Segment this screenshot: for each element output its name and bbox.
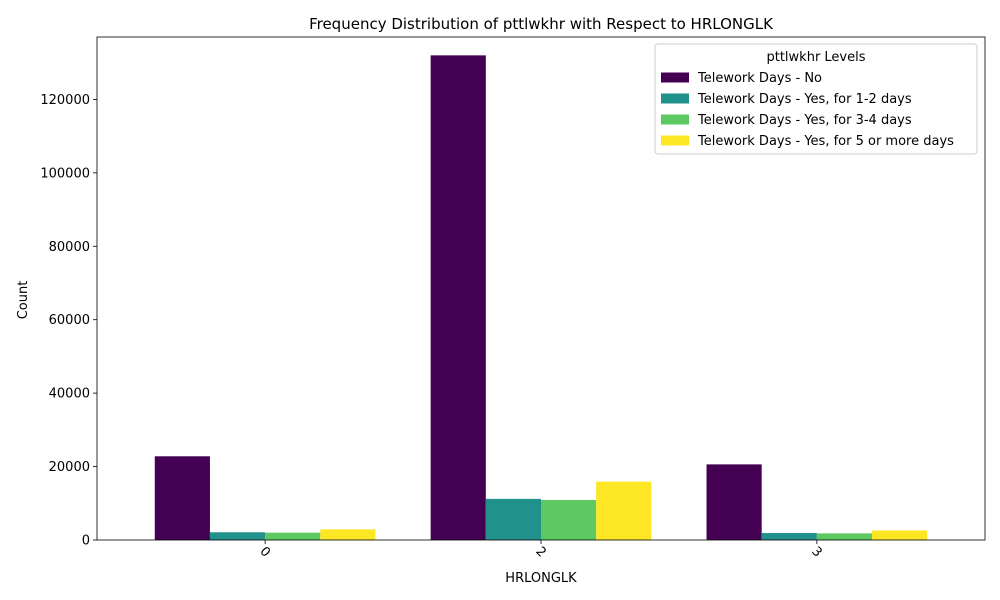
legend-label: Telework Days - Yes, for 5 or more days	[697, 134, 954, 149]
legend-label: Telework Days - Yes, for 1-2 days	[697, 92, 912, 107]
bar-0-series-1	[209, 532, 266, 540]
y-axis: 0 20000 40000 60000 80000 100000 120000	[40, 93, 97, 549]
y-tick-label: 0	[82, 534, 90, 549]
legend-swatch	[661, 93, 689, 104]
x-axis-label: HRLONGLK	[505, 571, 577, 586]
y-tick-label: 60000	[49, 313, 90, 328]
x-axis: 0 2 3	[257, 540, 825, 561]
bar-2-series-3	[596, 481, 652, 540]
chart-title: Frequency Distribution of pttlwkhr with …	[309, 15, 774, 33]
plot-area	[96, 36, 986, 541]
x-tick-label: 2	[532, 544, 548, 560]
bar-0-series-0	[154, 456, 210, 540]
y-tick-label: 20000	[49, 460, 90, 475]
legend: pttlwkhr Levels Telework Days - No Telewor…	[654, 43, 978, 155]
bar-3-series-0	[706, 464, 762, 540]
legend-swatch	[661, 114, 689, 125]
x-tick-label: 3	[808, 544, 824, 560]
legend-label: Telework Days - Yes, for 3-4 days	[697, 113, 912, 128]
bar-3-series-2	[816, 533, 873, 540]
bar-0-series-3	[320, 529, 376, 540]
bar-2-series-2	[541, 499, 597, 540]
y-axis-label: Count	[16, 281, 31, 320]
bar-2-series-1	[485, 498, 541, 540]
bar-3-series-3	[872, 530, 928, 540]
y-tick-label: 80000	[49, 240, 90, 255]
y-tick-label: 40000	[49, 387, 90, 402]
legend-box	[654, 43, 978, 155]
bar-3-series-1	[761, 533, 817, 540]
legend-label: Telework Days - No	[697, 71, 822, 86]
legend-swatch	[661, 135, 689, 146]
legend-swatch	[661, 72, 689, 83]
bar-2-series-0	[430, 55, 486, 541]
x-tick-label: 0	[257, 544, 273, 560]
y-tick-label: 100000	[40, 166, 90, 181]
bar-0-series-2	[265, 532, 321, 540]
y-tick-label: 120000	[40, 93, 90, 108]
legend-title: pttlwkhr Levels	[766, 50, 865, 65]
